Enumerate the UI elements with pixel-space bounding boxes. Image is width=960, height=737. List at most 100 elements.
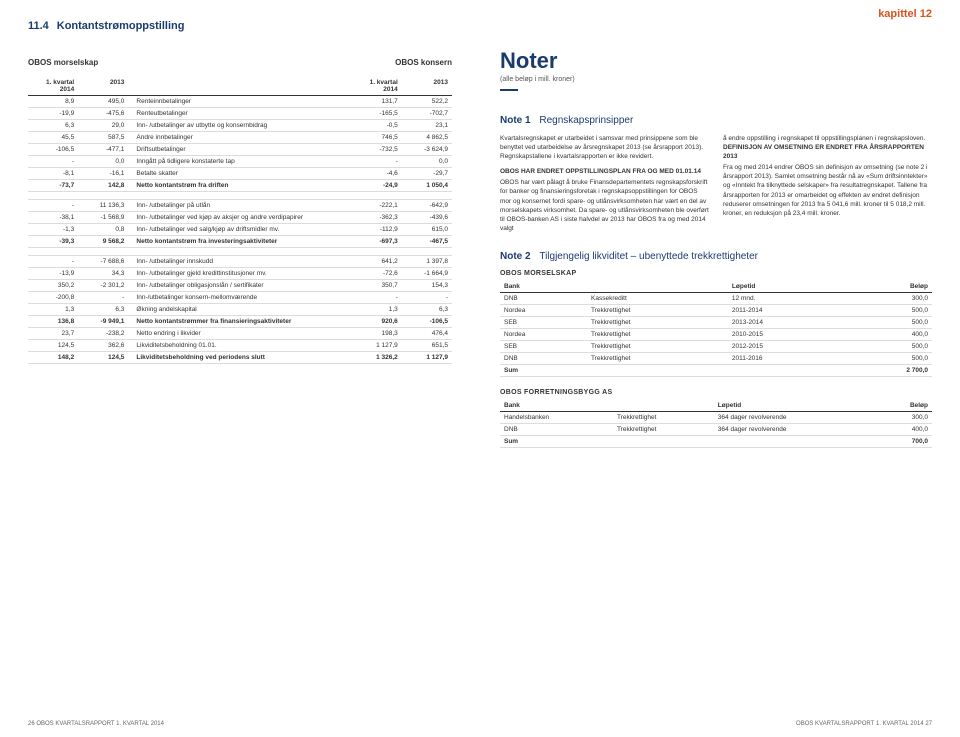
period-4: 2013 [402, 77, 452, 96]
cell-c3: 746,5 [352, 132, 402, 144]
col-right-label: OBOS konsern [332, 58, 452, 67]
cell-c2: Trekkrettighet [587, 352, 728, 364]
cell-c2: 0,8 [78, 224, 128, 236]
cell-desc: Inngått på tidligere konstaterte tap [128, 156, 351, 168]
cell-c4: 300,0 [844, 292, 932, 304]
cell-c1: DNB [500, 352, 587, 364]
footer-left: 26 OBOS KVARTALSRAPPORT 1. KVARTAL 2014 [28, 721, 164, 727]
cell-c3: 1,3 [352, 304, 402, 316]
cell-c3: 2012-2015 [728, 340, 844, 352]
sum-row: Sum2 700,0 [500, 364, 932, 376]
cell-c3: -112,9 [352, 224, 402, 236]
note1-title: Regnskapsprinsipper [539, 115, 633, 126]
cell-c2: Trekkrettighet [613, 423, 714, 435]
cell-desc: Inn- /utbetalinger innskudd [128, 256, 351, 268]
table-row: -8,1-16,1Betalte skatter-4,6-29,7 [28, 168, 452, 180]
cell-c3: 364 dager revolverende [714, 411, 877, 423]
cell-c3: 2010-2015 [728, 328, 844, 340]
cell-c2: -477,1 [78, 144, 128, 156]
sum-label: Sum [500, 364, 587, 376]
table-row: -0,0Inngått på tidligere konstaterte tap… [28, 156, 452, 168]
cell-c4: 300,0 [877, 411, 932, 423]
cell-c2: 142,8 [78, 180, 128, 192]
sum-row: Sum700,0 [500, 435, 932, 447]
liquidity-table-2: Bank Løpetid Beløp HandelsbankenTrekkret… [500, 400, 932, 448]
cell-c1: 1,3 [28, 304, 78, 316]
cell-c3: 641,2 [352, 256, 402, 268]
cell-c2: -238,2 [78, 328, 128, 340]
cell-c3: 920,6 [352, 316, 402, 328]
cell-c4: -702,7 [402, 108, 452, 120]
cell-c2: -16,1 [78, 168, 128, 180]
t2-col-term: Løpetid [714, 400, 877, 412]
cell-desc: Inn- /utbetalinger ved kjøp av aksjer og… [128, 212, 351, 224]
cell-c2: Trekkrettighet [587, 328, 728, 340]
cell-c3: 2011-2014 [728, 304, 844, 316]
cell-c1: -73,7 [28, 180, 78, 192]
table-row: SEBTrekkrettighet2012-2015500,0 [500, 340, 932, 352]
cell-c4: -642,9 [402, 200, 452, 212]
note1-right-p1: å endre oppstilling i regnskapet til opp… [723, 134, 932, 143]
section-number: 11.4 [28, 20, 49, 32]
cell-c3: 350,7 [352, 280, 402, 292]
table-row: --7 688,6Inn- /utbetalinger innskudd641,… [28, 256, 452, 268]
left-page: 11.4 Kontantstrømoppstilling OBOS morsel… [0, 0, 480, 737]
note1-left-h1: OBOS HAR ENDRET OPPSTILLINGSPLAN FRA OG … [500, 167, 709, 176]
cell-c4: 6,3 [402, 304, 452, 316]
cell-desc: Netto kontantstrøm fra investeringsaktiv… [128, 236, 351, 248]
cell-desc: Økning andelskapital [128, 304, 351, 316]
cell-c2: 34,3 [78, 268, 128, 280]
cell-c4: 500,0 [844, 340, 932, 352]
cell-desc: Driftsutbetalinger [128, 144, 351, 156]
cell-desc: Betalte skatter [128, 168, 351, 180]
cell-c2: 362,6 [78, 340, 128, 352]
cell-desc: Inn- /utbetalinger ved salg/kjøp av drif… [128, 224, 351, 236]
t2-col-type [613, 400, 714, 412]
cell-c4: - [402, 292, 452, 304]
note1-num: Note 1 [500, 115, 531, 126]
cell-c2: Kassekreditt [587, 292, 728, 304]
cell-desc: Netto endring i likvider [128, 328, 351, 340]
cell-c1: - [28, 156, 78, 168]
note2-title: Tilgjengelig likviditet – ubenyttede tre… [539, 251, 758, 262]
cell-desc: Renteutbetalinger [128, 108, 351, 120]
cell-c4: 1 127,9 [402, 352, 452, 364]
cell-c4: 651,5 [402, 340, 452, 352]
cell-c2: 0,0 [78, 156, 128, 168]
cell-c4: 500,0 [844, 304, 932, 316]
cell-c3: 198,3 [352, 328, 402, 340]
right-page: kapittel 12 Noter (alle beløp i mill. kr… [480, 0, 960, 737]
period-2: 2013 [78, 77, 128, 96]
cell-c1: 8,9 [28, 96, 78, 108]
cell-c2: -475,6 [78, 108, 128, 120]
table-row: -19,9-475,6Renteutbetalinger-165,5-702,7 [28, 108, 452, 120]
cell-c3: - [352, 292, 402, 304]
table-row: 8,9495,0Renteinnbetalinger131,7522,2 [28, 96, 452, 108]
cell-c3: -0,5 [352, 120, 402, 132]
period-3: 1. kvartal 2014 [352, 77, 402, 96]
column-group-headers: OBOS morselskap OBOS konsern [28, 58, 452, 67]
cell-c1: -19,9 [28, 108, 78, 120]
cell-desc: Andre innbetalinger [128, 132, 351, 144]
cell-c1: 350,2 [28, 280, 78, 292]
note1-heading: Note 1 Regnskapsprinsipper [500, 115, 932, 126]
chapter-label: kapittel 12 [878, 8, 932, 20]
table-row: -1,30,8Inn- /utbetalinger ved salg/kjøp … [28, 224, 452, 236]
liquidity-table-1: Bank Løpetid Beløp DNBKassekreditt12 mnd… [500, 281, 932, 377]
cell-desc: Netto kontantstrømmer fra finansieringsa… [128, 316, 351, 328]
table-row: DNBTrekkrettighet364 dager revolverende4… [500, 423, 932, 435]
cell-c1: DNB [500, 423, 613, 435]
cell-c4: -1 664,9 [402, 268, 452, 280]
cell-c1: 45,5 [28, 132, 78, 144]
cell-c2: 587,5 [78, 132, 128, 144]
cell-c2: 124,5 [78, 352, 128, 364]
cell-c3: -4,6 [352, 168, 402, 180]
cell-c3: -72,6 [352, 268, 402, 280]
cell-c3: -362,3 [352, 212, 402, 224]
cell-c3: 2011-2016 [728, 352, 844, 364]
cell-desc: Renteinnbetalinger [128, 96, 351, 108]
cell-c2: - [78, 292, 128, 304]
cell-c1: -106,5 [28, 144, 78, 156]
cell-c4: -29,7 [402, 168, 452, 180]
table-row: 124,5362,6Likviditetsbeholdning 01.01.1 … [28, 340, 452, 352]
